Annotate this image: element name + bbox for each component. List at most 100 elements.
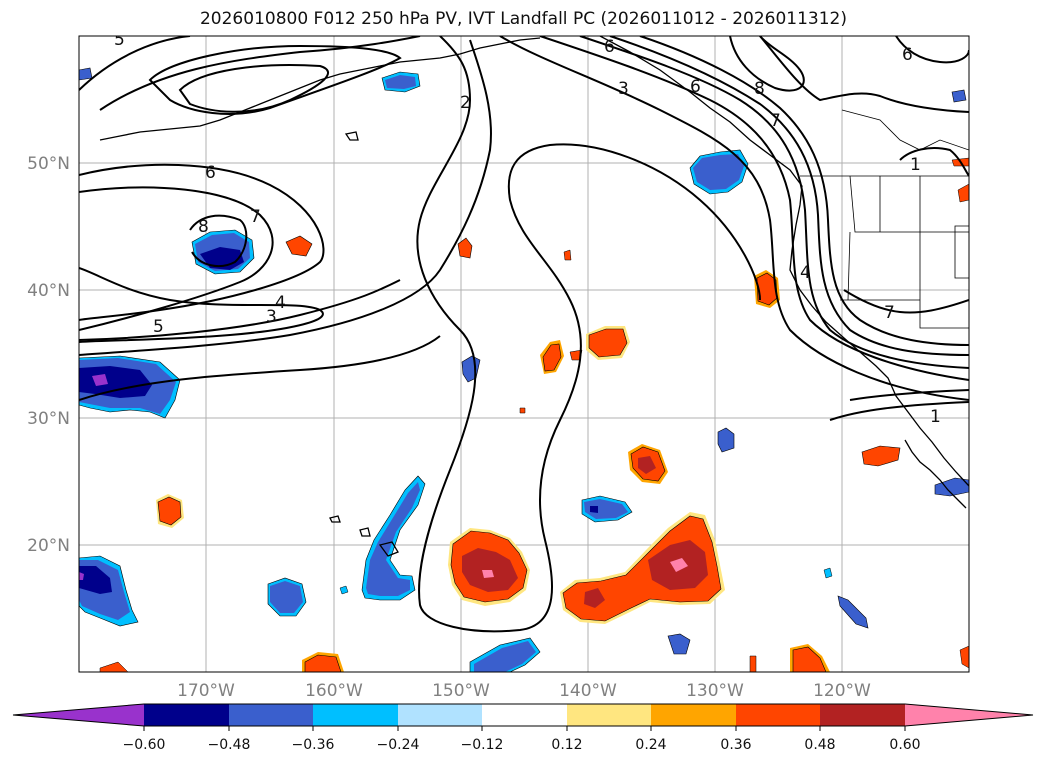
neg-anomaly-small-15n-118w: [837, 595, 869, 629]
colorbar-label-4: −0.24: [377, 737, 420, 753]
pos-anomaly-35n-143w-core: [542, 343, 562, 372]
lat-label-40n: 40°N: [27, 281, 70, 301]
pos-anomaly-18n-135w-red-west: [584, 588, 605, 608]
province-borders: [841, 109, 969, 151]
baja-gulf-coast: [904, 439, 967, 509]
pos-anomaly-small-27n-118w: [861, 445, 901, 467]
neg-anomaly-22n-140w-core: [590, 506, 598, 513]
contour-label-4: 4: [275, 293, 286, 313]
neg-anomaly-sw-core: [79, 566, 112, 594]
contour-label-5-nw: 5: [114, 30, 125, 50]
contour-4-east: [539, 36, 969, 381]
contour-south-arc: [79, 335, 441, 401]
neg-anomaly-west-33n-core: [79, 366, 152, 398]
colorbar-label-1: −0.60: [123, 737, 166, 753]
contour-label-6: 6: [205, 163, 216, 183]
neg-anomaly-small-12n: [667, 633, 691, 655]
neg-anomaly-22n-140w-mid: [584, 499, 628, 519]
contour-label-7: 7: [250, 207, 261, 227]
contour-label-5: 5: [153, 317, 164, 337]
island-1: [344, 131, 359, 141]
lat-label-20n: 20°N: [27, 536, 70, 556]
contour-5-west: [79, 39, 492, 356]
colorbar-segment-5: [482, 704, 567, 726]
pos-anomaly-36n-138w-orange: [588, 328, 628, 358]
contour-8-west: [189, 214, 248, 268]
neg-anomaly-west-33n-peak: [92, 374, 108, 386]
contour-7: [79, 186, 274, 331]
colorbar-label-10: 0.60: [889, 737, 920, 753]
lon-label-120w: 120°W: [813, 681, 871, 701]
longitude-labels: 170°W 160°W 150°W 140°W 130°W 120°W: [177, 681, 871, 701]
lon-label-130w: 130°W: [686, 681, 744, 701]
contour-label-7-east: 7: [770, 111, 781, 131]
contour-6-ne: [895, 36, 969, 64]
contour-3-west: [79, 279, 401, 341]
lat-label-30n: 30°N: [27, 409, 70, 429]
lon-label-170w: 170°W: [177, 681, 235, 701]
negative-pv-anomalies: [79, 67, 969, 672]
state-borders: [840, 175, 969, 329]
contour-label-8-east: 8: [754, 79, 765, 99]
map-plot-area[interactable]: 5 6 8 7 4 3 5 2 3 6 8 7 6 4 1 1 7 6: [79, 30, 969, 672]
pos-anomaly-27n-134w-red: [638, 456, 656, 474]
contour-label-1-ne: 1: [910, 155, 921, 175]
contour-nw-inner-loop: [178, 64, 329, 113]
colorbar-segment-9: [820, 704, 905, 726]
contour-2-south: [849, 389, 969, 401]
pos-anomaly-small-se: [959, 645, 969, 669]
pos-anomaly-small-43n-150w: [457, 237, 473, 259]
pos-anomaly-south-125w-core: [792, 646, 827, 672]
contour-label-2: 2: [460, 93, 471, 113]
lon-label-160w: 160°W: [305, 681, 363, 701]
contour-8-east: [759, 36, 969, 113]
colorbar-label-7: 0.24: [635, 737, 666, 753]
pv-contours: 5 6 8 7 4 3 5 2 3 6 8 7 6 4 1 1 7 6: [79, 30, 969, 633]
neg-anomaly-alaska-mid: [385, 75, 416, 89]
hawaiian-islands: [329, 515, 399, 557]
contour-label-4-coast: 4: [800, 263, 811, 283]
colorbar: −0.60 −0.48 −0.36 −0.24 −0.12 0.12 0.24 …: [12, 703, 1034, 753]
contour-1-south: [829, 401, 969, 421]
lat-label-50n: 50°N: [27, 154, 70, 174]
aleutian-chain: [99, 37, 541, 141]
contour-nw-loop: [148, 44, 402, 115]
neg-anomaly-hawaii-mid: [366, 482, 420, 596]
political-borders: [800, 109, 969, 329]
pos-anomaly-22n-172w-orange: [157, 496, 182, 526]
neg-anomaly-15n-165w-mid: [270, 581, 303, 613]
colorbar-label-6: 0.12: [551, 737, 582, 753]
colorbar-label-3: −0.36: [292, 737, 335, 753]
contour-6-east: [609, 36, 969, 356]
contour-label-6-ne: 6: [902, 45, 913, 65]
contour-7-east: [639, 36, 969, 346]
neg-anomaly-dot-1: [823, 567, 833, 579]
neg-anomaly-small-29n: [717, 427, 735, 453]
contour-label-6-east: 6: [604, 37, 615, 57]
neg-anomaly-dot-2: [339, 585, 349, 595]
colorbar-extend-max: [905, 704, 1033, 726]
colorbar-segment-3: [313, 704, 398, 726]
pos-anomaly-small-sw-corner: [99, 661, 129, 672]
colorbar-segment-4: [398, 704, 482, 726]
neg-anomaly-south-150w-mid: [474, 641, 536, 672]
positive-pv-anomalies: [99, 157, 969, 672]
map-frame: [78, 35, 970, 673]
colorbar-label-9: 0.48: [804, 737, 835, 753]
neg-anomaly-small-baja: [934, 477, 969, 497]
contour-label-3: 3: [266, 307, 277, 327]
pos-anomaly-18n-135w-pink: [670, 558, 688, 572]
colorbar-ticks: [143, 726, 906, 731]
neg-anomaly-small-ne: [951, 89, 967, 103]
pos-anomaly-dot-42n: [563, 249, 572, 261]
pos-anomaly-small-s-128w: [749, 655, 757, 672]
colorbar-label-8: 0.36: [720, 737, 751, 753]
neg-anomaly-43n-core: [200, 247, 244, 270]
colorbar-segment-6: [567, 704, 651, 726]
contour-7-ne: [899, 147, 969, 177]
colorbar-segment-7: [651, 704, 736, 726]
contour-8-ne-loop: [729, 36, 805, 92]
lon-label-140w: 140°W: [559, 681, 617, 701]
pos-anomaly-small-ne-1: [957, 183, 969, 203]
